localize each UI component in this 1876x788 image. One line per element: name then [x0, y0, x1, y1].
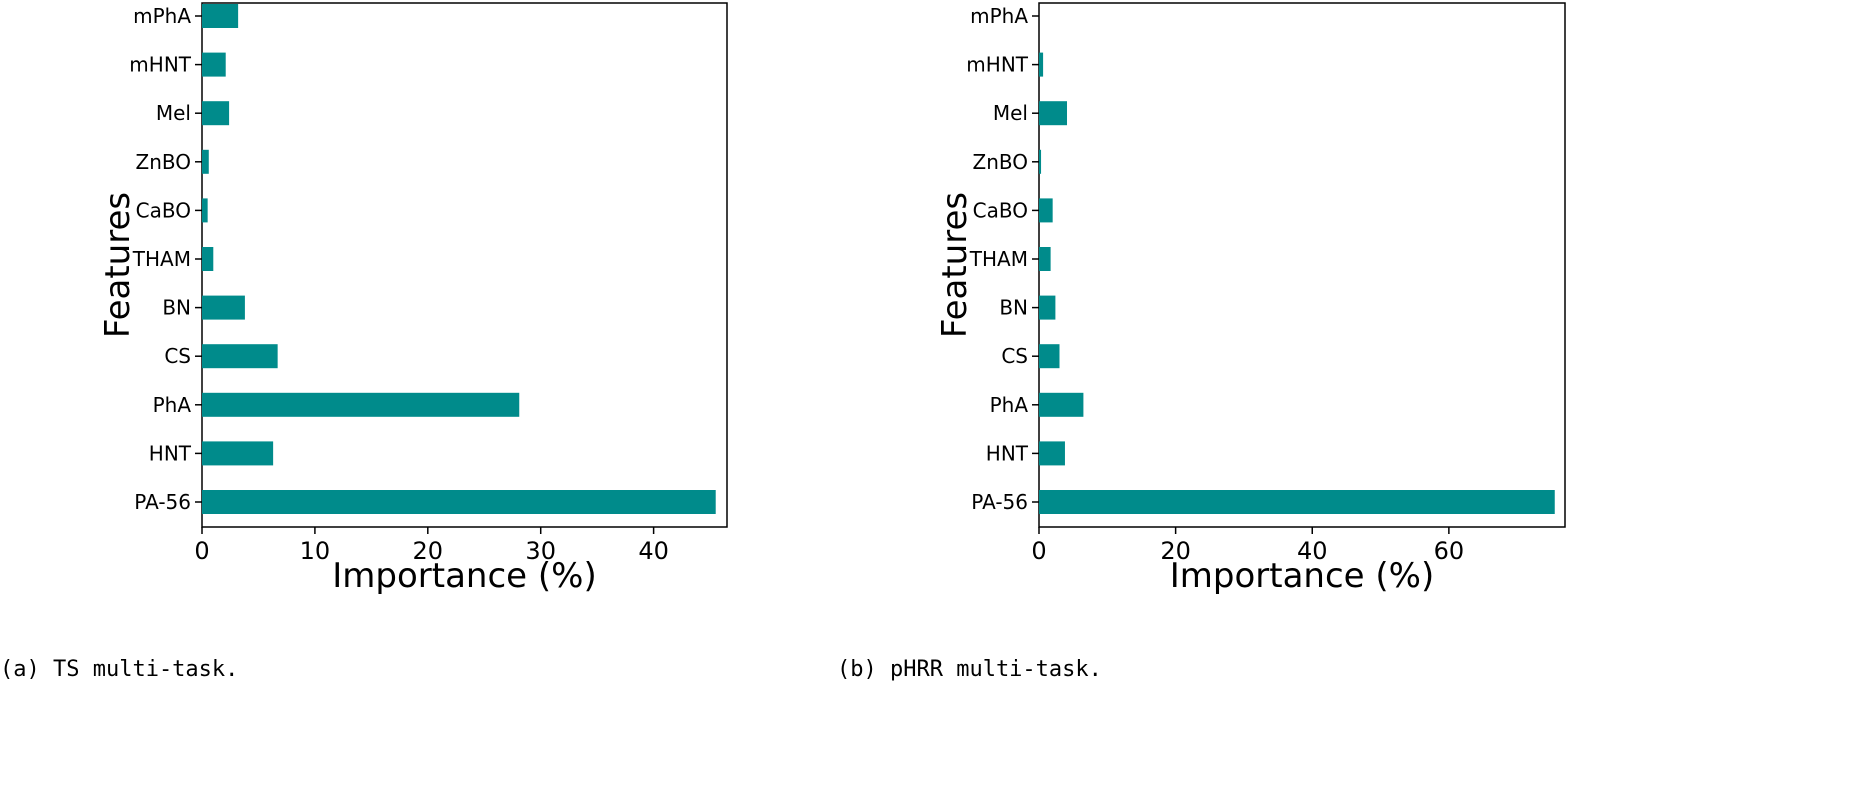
x-ticks: 0 20 40 60 — [1031, 527, 1464, 565]
y-tick-labels: PA-56 HNT PhA CS BN THAM CaBO ZnBO Mel mHNT mPhA — [966, 4, 1039, 514]
bar-pa-56 — [1039, 490, 1555, 514]
x-tick-label: 60 — [1434, 537, 1465, 565]
y-tick-label: CS — [1001, 344, 1028, 368]
bar-mel — [1039, 101, 1068, 126]
bar-mhnt — [1039, 52, 1044, 77]
x-tick-label: 0 — [1031, 537, 1046, 565]
bar-group — [1039, 52, 1555, 514]
y-tick-label: HNT — [986, 441, 1029, 465]
x-tick-label: 0 — [194, 537, 209, 565]
y-tick-label: mPhA — [133, 4, 191, 28]
y-tick-label: BN — [162, 296, 191, 320]
chart-panel-phrr: PA-56 HNT PhA CS BN THAM CaBO ZnBO Mel mHNT mPhA 0… — [837, 2, 1566, 682]
x-axis-title: Importance (%) — [1170, 556, 1434, 596]
panel-caption: (a) TS multi-task. — [0, 657, 238, 682]
bar-tham — [1039, 247, 1051, 271]
y-tick-label: CaBO — [136, 198, 191, 222]
x-tick-label: 20 — [413, 537, 444, 565]
x-tick-label: 40 — [638, 537, 669, 565]
bar-bn — [1039, 295, 1056, 320]
bar-mpha — [202, 4, 239, 28]
y-axis-title: Features — [935, 192, 975, 338]
y-axis-title: Features — [98, 192, 138, 338]
x-tick-label: 20 — [1160, 537, 1191, 565]
x-ticks: 0 10 20 30 40 — [194, 527, 669, 565]
bar-cabo — [1039, 198, 1053, 223]
panel-caption: (b) pHRR multi-task. — [837, 657, 1102, 682]
y-tick-label: HNT — [149, 441, 192, 465]
y-tick-label: PA-56 — [134, 490, 191, 514]
plot-frame — [201, 2, 728, 528]
bar-bn — [202, 295, 245, 320]
bar-pha — [1039, 392, 1084, 417]
y-tick-label: CaBO — [973, 198, 1028, 222]
y-tick-label: THAM — [969, 247, 1028, 271]
y-tick-labels: PA-56 HNT PhA CS BN THAM CaBO ZnBO Mel mHNT mPhA — [129, 4, 202, 514]
y-tick-label: mHNT — [129, 53, 191, 77]
bar-hnt — [1039, 441, 1065, 466]
bar-tham — [202, 247, 214, 271]
bar-znbo — [202, 149, 209, 174]
y-tick-label: Mel — [993, 101, 1028, 125]
y-tick-label: BN — [999, 296, 1028, 320]
x-tick-label: 30 — [525, 537, 556, 565]
y-tick-label: mPhA — [970, 4, 1028, 28]
bar-mhnt — [202, 52, 226, 77]
bar-znbo — [1039, 149, 1042, 174]
y-tick-label: Mel — [156, 101, 191, 125]
y-tick-label: mHNT — [966, 53, 1028, 77]
y-tick-label: THAM — [132, 247, 191, 271]
chart-panel-ts: PA-56 HNT PhA CS BN THAM CaBO ZnBO Mel mHNT mPhA 0… — [0, 2, 728, 682]
bar-mel — [202, 101, 230, 126]
bar-cs — [202, 344, 278, 369]
y-tick-label: ZnBO — [136, 150, 192, 174]
bar-pa-56 — [202, 490, 716, 514]
y-tick-label: PhA — [153, 393, 192, 417]
plot-frame — [1038, 2, 1566, 528]
bar-hnt — [202, 441, 274, 466]
y-tick-label: CS — [164, 344, 191, 368]
bar-cs — [1039, 344, 1060, 369]
bar-pha — [202, 392, 520, 417]
bar-group — [202, 4, 716, 514]
y-tick-label: PhA — [990, 393, 1029, 417]
x-axis-title: Importance (%) — [332, 556, 596, 596]
x-tick-label: 40 — [1297, 537, 1328, 565]
x-tick-label: 10 — [300, 537, 331, 565]
y-tick-label: PA-56 — [971, 490, 1028, 514]
bar-cabo — [202, 198, 208, 223]
y-tick-label: ZnBO — [973, 150, 1029, 174]
